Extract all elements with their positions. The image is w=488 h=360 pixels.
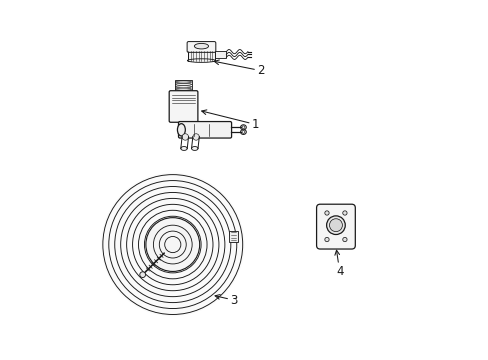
Ellipse shape [175, 81, 191, 83]
Bar [228, 231, 237, 242]
Bar [175, 80, 191, 94]
Circle shape [101, 173, 244, 316]
Ellipse shape [175, 86, 191, 88]
Circle shape [342, 211, 346, 215]
Ellipse shape [175, 90, 191, 93]
Ellipse shape [181, 147, 187, 150]
Circle shape [145, 218, 199, 271]
Circle shape [342, 237, 346, 242]
Circle shape [324, 211, 328, 215]
Ellipse shape [175, 83, 191, 85]
Text: 2: 2 [214, 60, 264, 77]
Circle shape [329, 219, 342, 231]
FancyBboxPatch shape [316, 204, 355, 249]
Ellipse shape [191, 147, 198, 150]
Circle shape [326, 216, 345, 234]
Ellipse shape [175, 88, 191, 90]
Bar [214, 50, 226, 58]
Ellipse shape [194, 44, 208, 49]
Ellipse shape [177, 124, 185, 136]
Ellipse shape [240, 130, 246, 134]
Ellipse shape [187, 59, 215, 62]
Text: 3: 3 [215, 294, 237, 307]
FancyBboxPatch shape [178, 122, 231, 138]
Text: 1: 1 [201, 110, 259, 131]
Circle shape [182, 134, 188, 140]
Circle shape [192, 134, 199, 140]
Circle shape [140, 272, 145, 278]
Ellipse shape [175, 93, 191, 95]
Ellipse shape [240, 125, 246, 130]
FancyBboxPatch shape [187, 41, 215, 52]
FancyBboxPatch shape [169, 91, 198, 122]
Bar [187, 50, 214, 60]
Circle shape [324, 237, 328, 242]
Text: 4: 4 [334, 250, 343, 278]
